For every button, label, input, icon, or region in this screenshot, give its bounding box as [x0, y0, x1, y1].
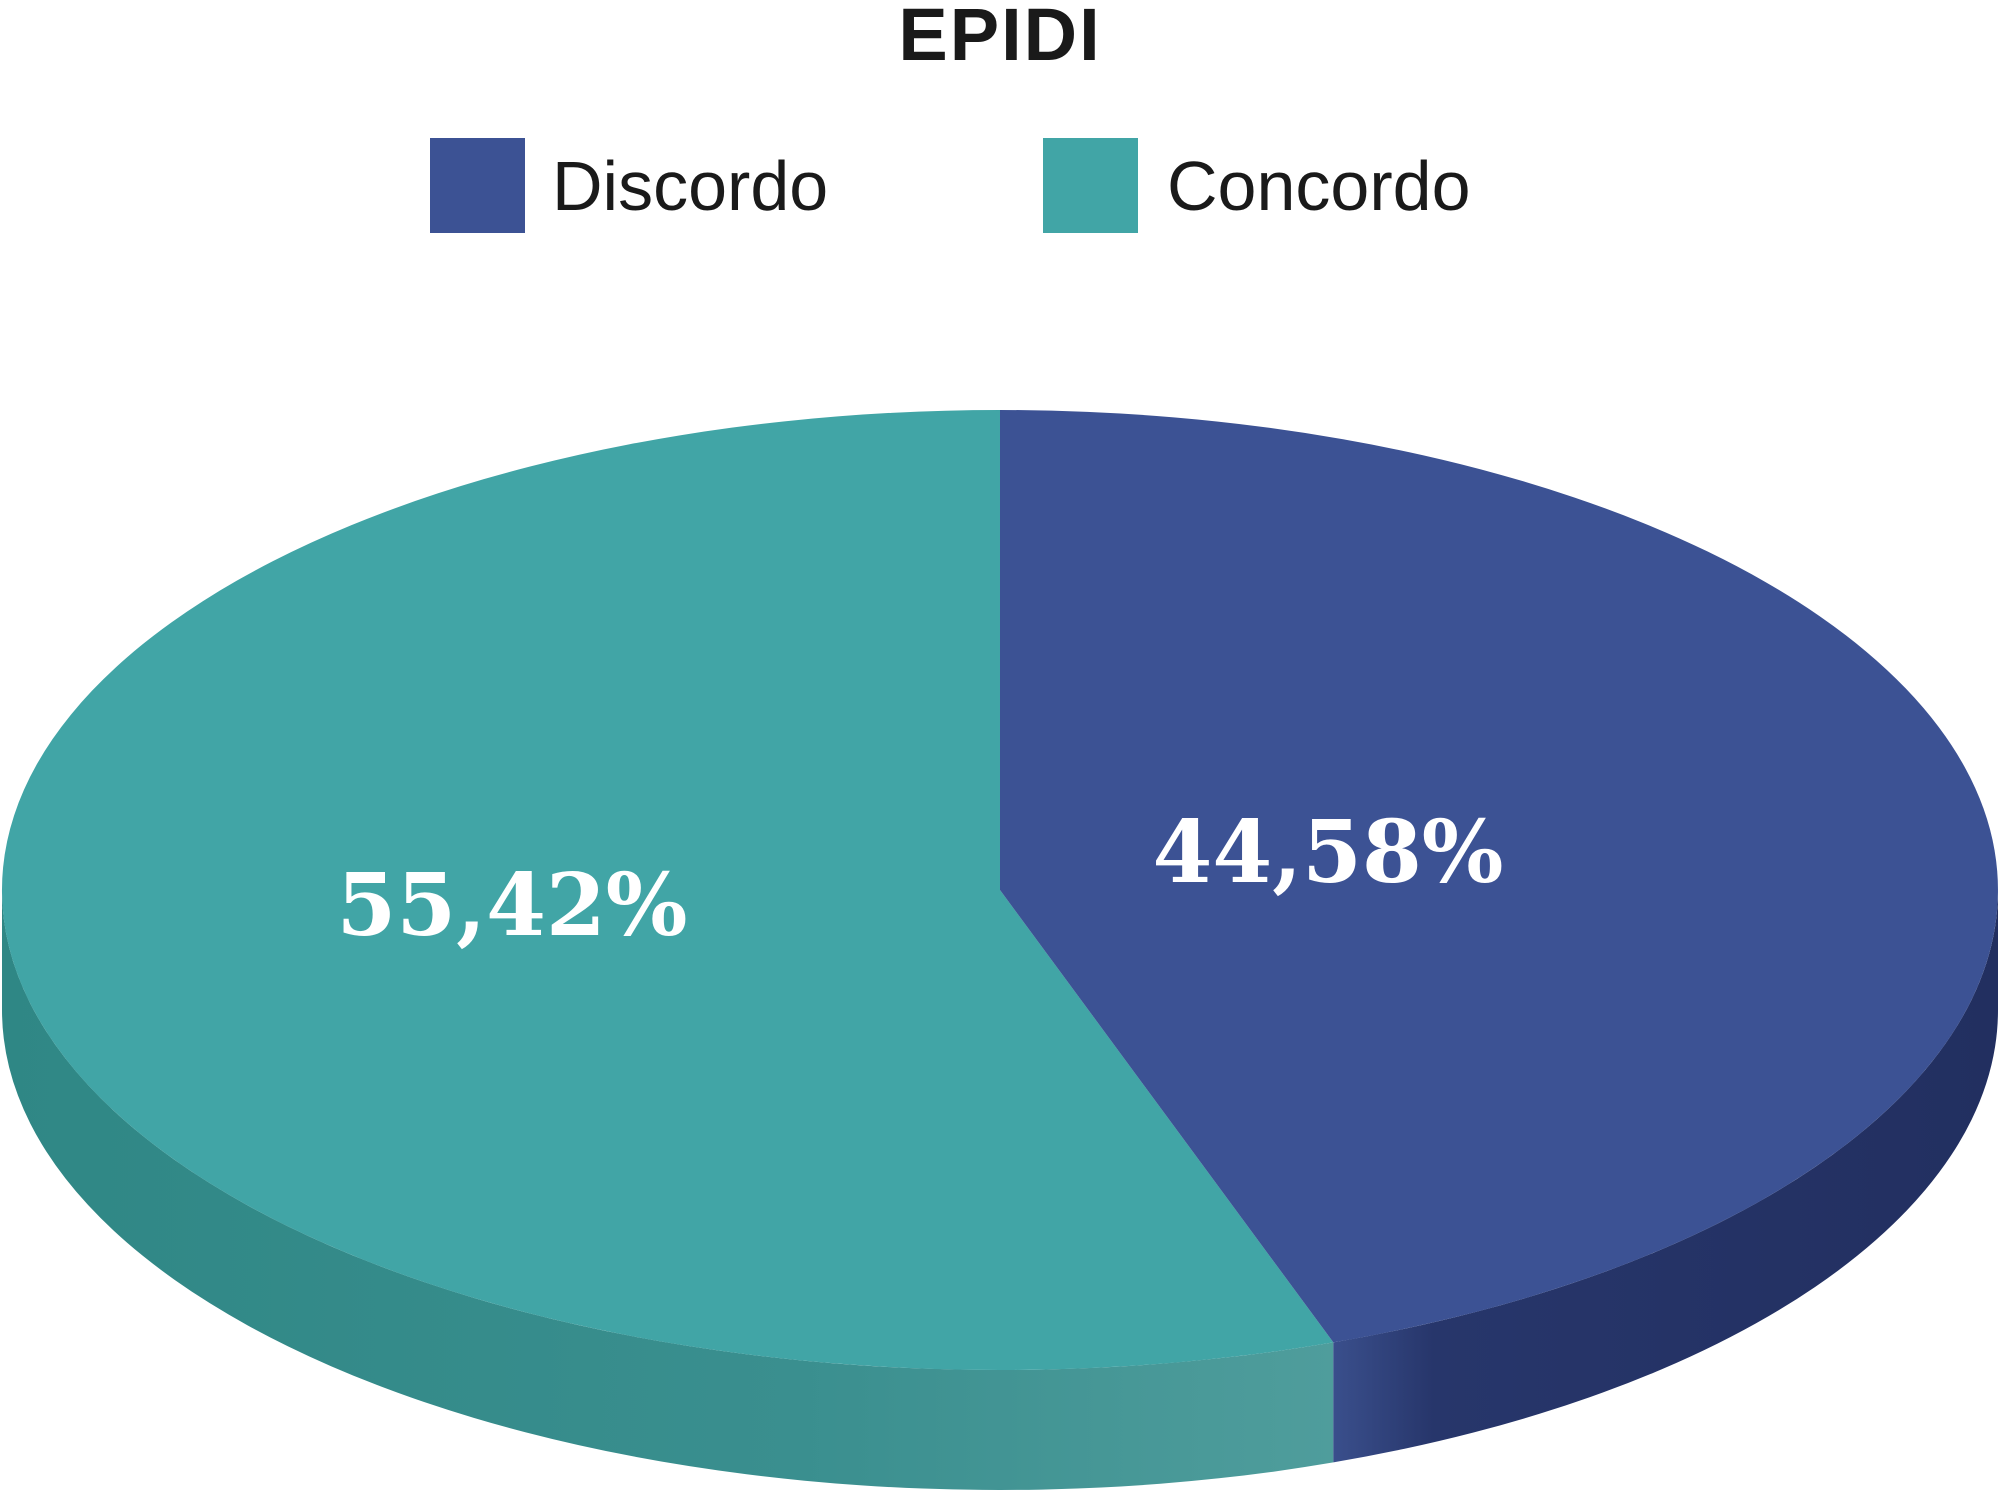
data-label-discordo: 44,58% [1152, 802, 1503, 903]
legend-swatch-discordo [430, 138, 525, 233]
pie-side-concordo [2, 890, 1334, 1490]
legend-swatch-concordo [1043, 138, 1138, 233]
legend: Discordo Concordo [430, 138, 1471, 233]
chart-title: EPIDI [898, 0, 1101, 76]
pie-slice-discordo [1000, 410, 1998, 1343]
pie-sides [2, 890, 1998, 1490]
pie-side-discordo [1333, 890, 1998, 1463]
legend-label-concordo: Concordo [1167, 147, 1471, 225]
legend-label-discordo: Discordo [552, 147, 828, 225]
pie-slices [1, 410, 1998, 1370]
pie-slice-concordo [1, 410, 1334, 1370]
data-label-concordo: 55,42% [336, 855, 687, 956]
